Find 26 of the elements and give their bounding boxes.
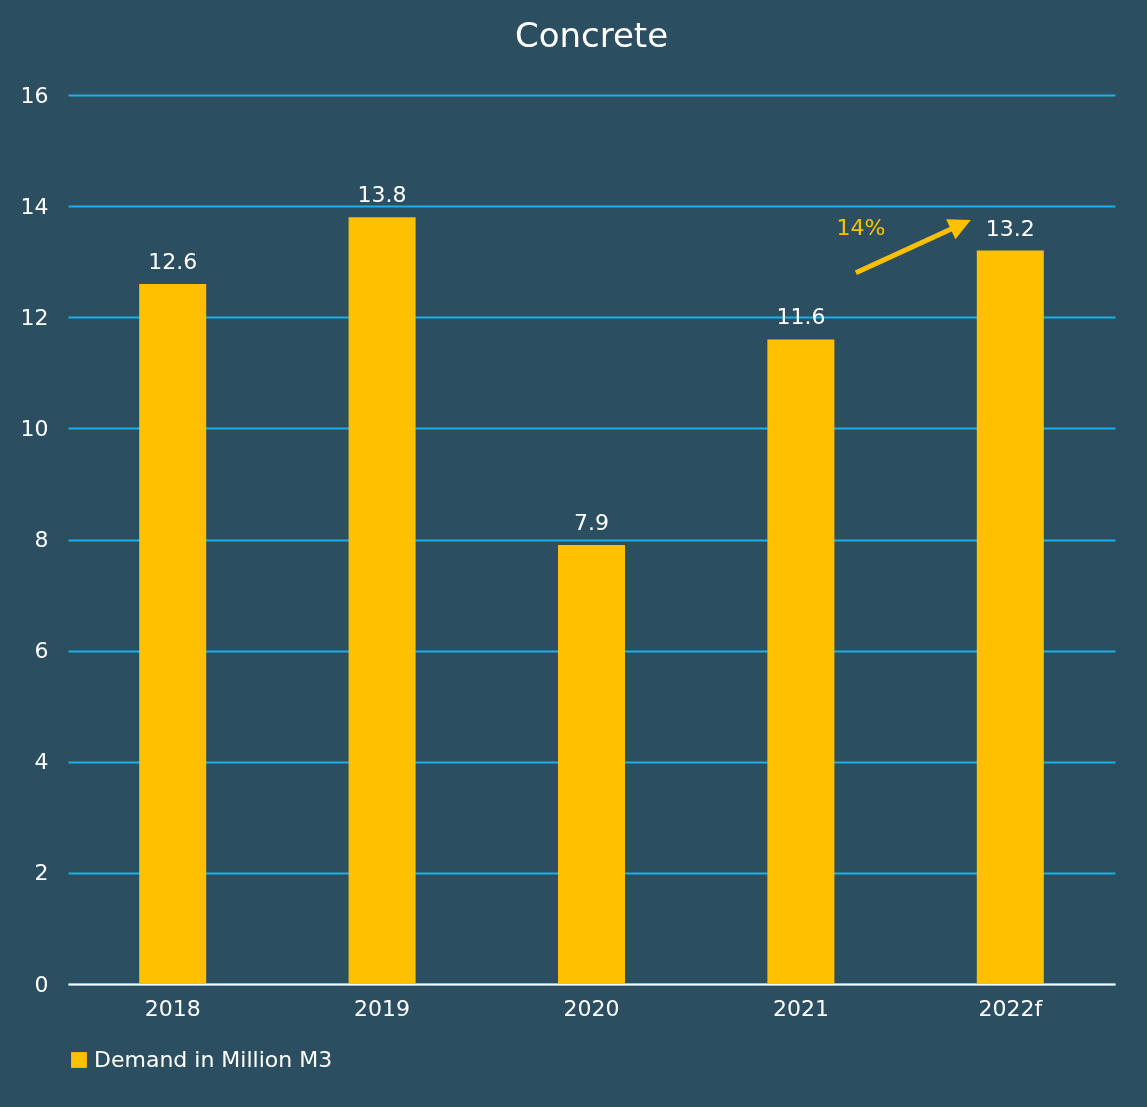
data-label: 7.9 <box>574 510 609 536</box>
data-label: 13.2 <box>985 215 1035 241</box>
x-tick-label: 2018 <box>144 995 201 1021</box>
y-tick-label: 6 <box>34 638 49 664</box>
bar <box>976 250 1044 984</box>
data-label: 12.6 <box>148 248 198 274</box>
bar <box>767 339 835 984</box>
legend-label: Demand in Million M3 <box>94 1047 333 1072</box>
bar <box>348 217 416 984</box>
y-tick-label: 4 <box>34 749 49 775</box>
y-tick-label: 10 <box>20 415 49 441</box>
bar <box>139 283 207 984</box>
data-label: 13.8 <box>357 182 407 208</box>
y-tick-label: 0 <box>34 971 49 997</box>
y-tick-label: 14 <box>20 193 49 219</box>
y-tick-label: 8 <box>34 527 49 552</box>
y-tick-label: 2 <box>34 860 49 886</box>
x-tick-label: 2022f <box>978 995 1044 1021</box>
bar <box>558 545 625 984</box>
chart-title: Concrete <box>514 15 669 55</box>
annotation: 14% <box>836 215 886 241</box>
x-tick-label: 2020 <box>563 995 620 1021</box>
y-tick-label: 16 <box>20 82 49 108</box>
x-tick-label: 2021 <box>772 995 829 1021</box>
y-tick-label: 12 <box>20 304 49 330</box>
x-tick-label: 2019 <box>354 995 411 1021</box>
